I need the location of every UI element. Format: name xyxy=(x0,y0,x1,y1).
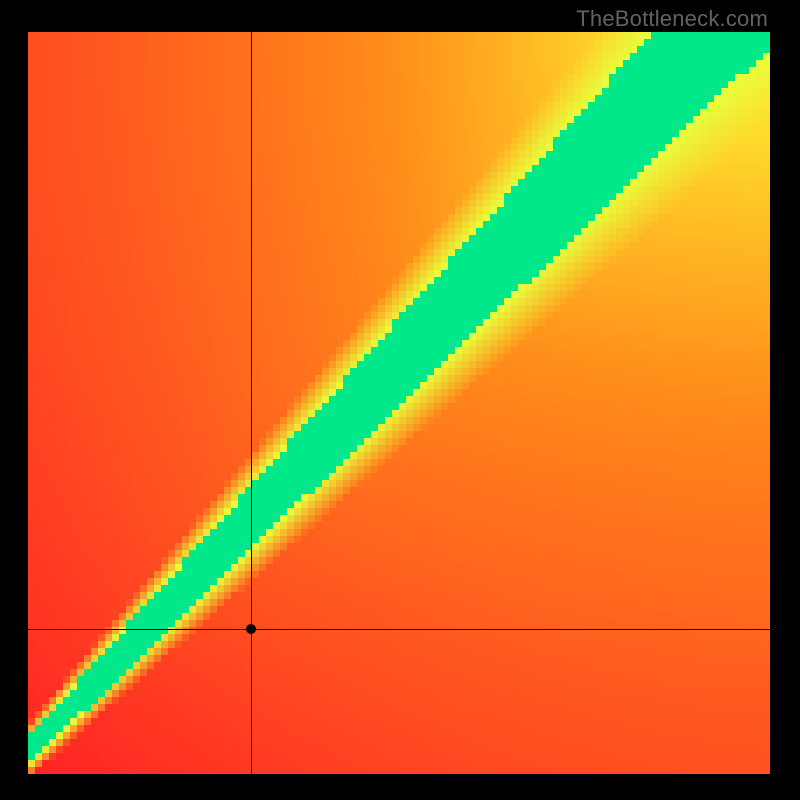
heatmap-canvas xyxy=(28,32,770,774)
crosshair-horizontal xyxy=(28,629,770,630)
bottleneck-heatmap xyxy=(28,32,770,774)
watermark-text: TheBottleneck.com xyxy=(576,6,768,32)
crosshair-vertical xyxy=(251,32,252,774)
selection-marker[interactable] xyxy=(246,624,256,634)
